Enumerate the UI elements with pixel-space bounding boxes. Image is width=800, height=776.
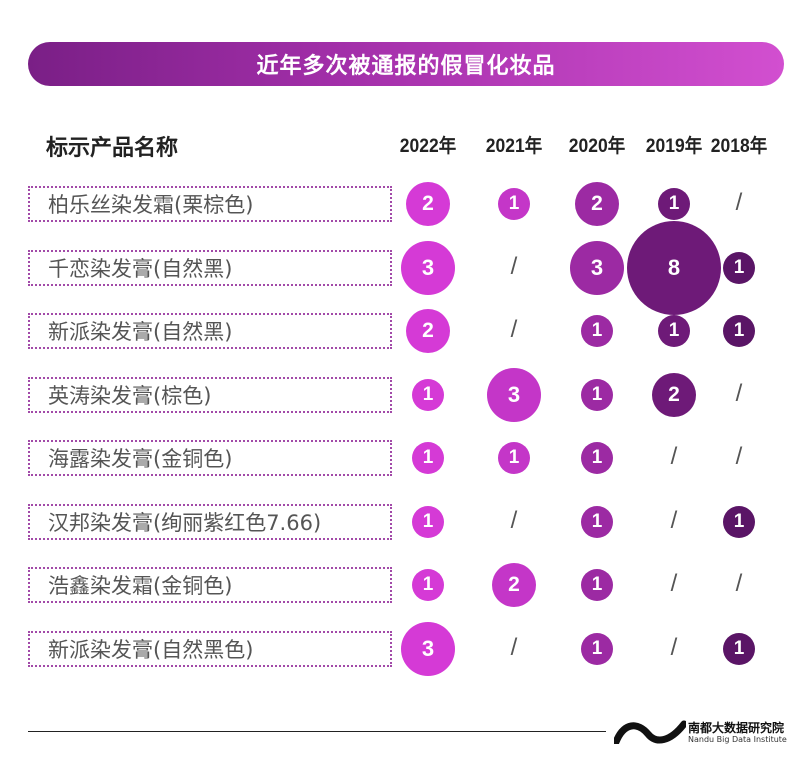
product-row-5: 海露染发膏(金铜色) — [28, 440, 392, 476]
no-record-mark: / — [670, 443, 678, 470]
nandu-logo-icon — [614, 720, 686, 744]
count-bubble: 1 — [498, 188, 530, 220]
no-record-mark: / — [510, 506, 518, 534]
no-record-mark: / — [510, 633, 518, 661]
count-bubble: 1 — [412, 569, 444, 601]
product-name: 海露染发膏(金铜色) — [48, 447, 233, 471]
product-name: 新派染发膏(自然黑色) — [48, 637, 254, 662]
product-name: 千恋染发膏(自然黑) — [48, 256, 233, 281]
count-bubble: 3 — [401, 240, 455, 295]
count-bubble: 1 — [658, 315, 690, 347]
no-record-mark: / — [670, 633, 678, 661]
count-bubble: 1 — [723, 251, 755, 284]
count-bubble: 8 — [627, 220, 721, 315]
year-header-2022: 2022年 — [399, 136, 457, 157]
product-row-2: 千恋染发膏(自然黑) — [28, 249, 392, 286]
org-name-cn: 南都大数据研究院 — [688, 721, 785, 735]
product-name: 浩鑫染发霜(金铜色) — [48, 574, 233, 598]
count-bubble: 1 — [498, 442, 530, 474]
count-bubble: 1 — [581, 632, 613, 665]
year-header-2019: 2019年 — [645, 136, 703, 157]
no-record-mark: / — [510, 316, 518, 343]
count-bubble: 1 — [412, 505, 444, 538]
count-bubble: 1 — [581, 442, 613, 474]
count-bubble: 1 — [723, 315, 755, 347]
product-row-4: 英涛染发膏(棕色) — [28, 376, 392, 413]
product-name: 汉邦染发膏(绚丽紫红色7.66) — [48, 510, 322, 535]
count-bubble: 2 — [492, 563, 536, 607]
no-record-mark: / — [670, 570, 678, 597]
count-bubble: 1 — [581, 378, 613, 411]
year-header-2021: 2021年 — [485, 136, 543, 157]
product-row-8: 新派染发膏(自然黑色) — [28, 630, 392, 667]
count-bubble: 3 — [401, 621, 455, 676]
no-record-mark: / — [510, 252, 518, 280]
product-row-1: 柏乐丝染发霜(栗棕色) — [28, 186, 392, 222]
product-row-3: 新派染发膏(自然黑) — [28, 313, 392, 349]
product-row-7: 浩鑫染发霜(金铜色) — [28, 567, 392, 603]
year-header-2018: 2018年 — [710, 136, 768, 157]
chart-title: 近年多次被通报的假冒化妆品 — [256, 54, 556, 79]
year-header-2020: 2020年 — [568, 136, 626, 157]
no-record-mark: / — [735, 570, 743, 597]
product-name: 英涛染发膏(棕色) — [48, 383, 212, 408]
count-bubble: 1 — [723, 632, 755, 665]
org-name-en: Nandu Big Data Institute — [688, 735, 787, 744]
count-bubble: 1 — [412, 378, 444, 411]
no-record-mark: / — [735, 443, 743, 470]
count-bubble: 1 — [581, 315, 613, 347]
count-bubble: 3 — [570, 240, 624, 295]
count-bubble: 2 — [652, 372, 696, 417]
count-bubble: 3 — [487, 367, 541, 422]
count-bubble: 1 — [658, 188, 690, 220]
count-bubble: 1 — [723, 505, 755, 538]
product-column-header: 标示产品名称 — [46, 136, 179, 161]
product-name: 新派染发膏(自然黑) — [48, 320, 233, 344]
product-name: 柏乐丝染发霜(栗棕色) — [48, 193, 254, 217]
footer-divider — [28, 731, 606, 732]
count-bubble: 2 — [406, 309, 450, 353]
no-record-mark: / — [735, 379, 743, 407]
no-record-mark: / — [735, 189, 743, 216]
count-bubble: 2 — [575, 182, 619, 226]
title-banner: 近年多次被通报的假冒化妆品 — [28, 42, 784, 86]
count-bubble: 1 — [412, 442, 444, 474]
count-bubble: 1 — [581, 569, 613, 601]
no-record-mark: / — [670, 506, 678, 534]
count-bubble: 1 — [581, 505, 613, 538]
count-bubble: 2 — [406, 182, 450, 226]
product-row-6: 汉邦染发膏(绚丽紫红色7.66) — [28, 503, 392, 540]
